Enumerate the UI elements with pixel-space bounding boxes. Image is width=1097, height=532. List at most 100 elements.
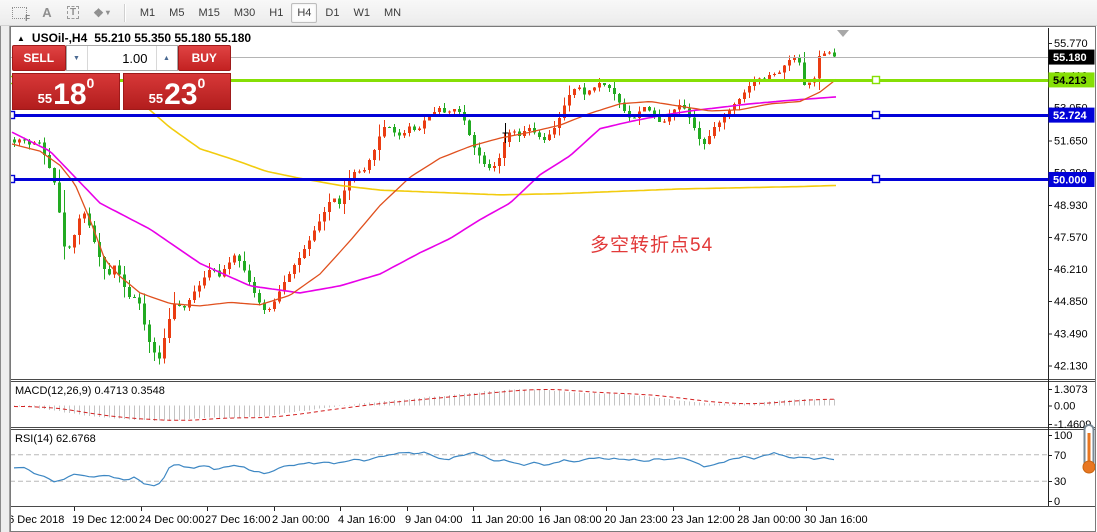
macd-signal-line bbox=[13, 389, 835, 421]
chart-title: ▲ USOil-,H4 55.210 55.350 55.180 55.180 bbox=[17, 31, 251, 45]
timeframe-M30-button[interactable]: M30 bbox=[228, 3, 261, 23]
rsi-tick-label: 30 bbox=[1054, 476, 1066, 488]
trade-controls-row: SELL ▼ ▲ BUY bbox=[12, 45, 231, 71]
axis-price-box-label: 50.000 bbox=[1053, 174, 1087, 186]
rsi-axis: 100 70 30 0 bbox=[1048, 430, 1072, 508]
sell-button[interactable]: SELL bbox=[12, 45, 66, 71]
time-tick-label: 16 Jan 08:00 bbox=[538, 514, 602, 526]
ma-fast-line bbox=[11, 78, 837, 307]
window-left-edge bbox=[0, 26, 10, 532]
axis-price-box-50.000: 50.000 bbox=[1048, 171, 1095, 187]
cursor-tool-icon[interactable]: ❖ ▾ bbox=[87, 3, 116, 23]
ma-mid-line bbox=[11, 96, 837, 294]
sell-price-big: 18 bbox=[53, 77, 87, 111]
timeframe-H1-button[interactable]: H1 bbox=[263, 3, 289, 23]
rsi-tick-label: 100 bbox=[1054, 430, 1072, 442]
volume-decrease-button[interactable]: ▼ bbox=[66, 46, 88, 70]
macd-tick-label: 1.3073 bbox=[1054, 384, 1088, 396]
toolbar: F A T ❖ ▾ M1 M5 M15 M30 H1 H4 D1 W1 MN bbox=[0, 0, 1097, 26]
time-tick-label: 27 Dec 16:00 bbox=[205, 514, 270, 526]
price-tick-label: 43.490 bbox=[1054, 328, 1088, 340]
time-tick-label: 11 Jan 20:00 bbox=[471, 514, 534, 526]
text-tool-icon[interactable]: T bbox=[61, 3, 85, 23]
trade-prices-row: 55 18 0 55 23 0 bbox=[12, 73, 231, 110]
ohlc-values: 55.210 55.350 55.180 55.180 bbox=[94, 31, 252, 45]
indicator-grid-icon[interactable]: F bbox=[6, 3, 33, 23]
timeframe-M5-button[interactable]: M5 bbox=[163, 3, 190, 23]
symbol-triangle-icon: ▲ bbox=[17, 33, 25, 43]
time-tick-label: 20 Jan 23:00 bbox=[604, 514, 668, 526]
cursor-glyph: ❖ bbox=[93, 5, 104, 20]
axis-price-box-label: 55.180 bbox=[1053, 52, 1087, 64]
macd-panel-splitter[interactable] bbox=[10, 379, 1095, 382]
rsi-guide-lines bbox=[10, 454, 1048, 482]
buy-button[interactable]: BUY bbox=[177, 45, 231, 71]
time-axis[interactable]: 16 Dec 2018 19 Dec 12:00 24 Dec 00:00 27 De… bbox=[2, 507, 868, 526]
price-tick-label: 46.210 bbox=[1054, 264, 1088, 276]
timeframe-W1-button[interactable]: W1 bbox=[347, 3, 376, 23]
sell-price-prefix: 55 bbox=[37, 91, 53, 106]
buy-price-sup: 0 bbox=[197, 75, 206, 91]
time-tick-label: 30 Jan 16:00 bbox=[804, 514, 868, 526]
buy-price-big: 23 bbox=[164, 77, 198, 111]
axis-price-box-52.724: 52.724 bbox=[1048, 107, 1095, 123]
ma-slow-line bbox=[139, 100, 837, 196]
volume-control: ▼ ▲ bbox=[65, 45, 178, 71]
timeframe-MN-button[interactable]: MN bbox=[378, 3, 407, 23]
thermometer-icon bbox=[1082, 424, 1096, 474]
rsi-tick-label: 0 bbox=[1054, 496, 1060, 508]
time-tick-label: 2 Jan 00:00 bbox=[272, 514, 330, 526]
axis-price-box-label: 54.213 bbox=[1053, 75, 1087, 87]
macd-indicator-label: MACD(12,26,9) 0.4713 0.3548 bbox=[15, 385, 165, 397]
t-glyph: T bbox=[67, 6, 80, 19]
black-doji-object[interactable] bbox=[502, 123, 509, 143]
sell-price-sup: 0 bbox=[86, 75, 95, 91]
axis-price-box-label: 52.724 bbox=[1053, 110, 1088, 122]
chart-annotation-text[interactable]: 多空转折点54 bbox=[590, 235, 714, 256]
timeframe-group: M1 M5 M15 M30 H1 H4 D1 W1 MN bbox=[133, 2, 408, 23]
time-tick-label: 23 Jan 12:00 bbox=[671, 514, 735, 526]
price-tick-label: 44.850 bbox=[1054, 296, 1088, 308]
macd-tick-label: -1.4609 bbox=[1054, 419, 1091, 431]
toolbar-separator bbox=[123, 3, 126, 22]
price-tick-label: 47.570 bbox=[1054, 232, 1088, 244]
line-handle-mid[interactable] bbox=[871, 75, 881, 85]
buy-price-prefix: 55 bbox=[148, 91, 164, 106]
macd-tick-label: 0.00 bbox=[1054, 401, 1075, 413]
time-tick-label: 9 Jan 04:00 bbox=[405, 514, 463, 526]
rsi-line bbox=[13, 451, 835, 487]
grid-f-letter: F bbox=[25, 13, 30, 23]
line-handle-mid[interactable] bbox=[871, 110, 881, 120]
timeframe-M15-button[interactable]: M15 bbox=[192, 3, 225, 23]
chevron-down-icon: ▾ bbox=[105, 8, 110, 17]
price-tick-label: 55.770 bbox=[1054, 38, 1088, 50]
timeframe-D1-button[interactable]: D1 bbox=[319, 3, 345, 23]
rsi-panel-splitter[interactable] bbox=[10, 427, 1095, 430]
rsi-indicator-label: RSI(14) 62.6768 bbox=[15, 433, 96, 445]
volume-input[interactable] bbox=[87, 46, 156, 70]
time-tick-label: 19 Dec 12:00 bbox=[72, 514, 137, 526]
timeframe-H4-button[interactable]: H4 bbox=[291, 2, 318, 23]
volume-increase-button[interactable]: ▲ bbox=[155, 46, 177, 70]
macd-axis: 1.3073 0.00 -1.4609 bbox=[1048, 384, 1091, 431]
axis-price-box-54.213: 54.213 bbox=[1048, 72, 1095, 88]
text-label-a-icon[interactable]: A bbox=[35, 3, 59, 23]
time-tick-label: 16 Dec 2018 bbox=[2, 514, 64, 526]
time-tick-label: 24 Dec 00:00 bbox=[139, 514, 204, 526]
line-handle-mid[interactable] bbox=[871, 174, 881, 184]
dotted-grid-glyph bbox=[12, 6, 27, 19]
price-tick-label: 48.930 bbox=[1054, 200, 1088, 212]
buy-price-display[interactable]: 55 23 0 bbox=[123, 73, 231, 110]
time-tick-label: 28 Jan 00:00 bbox=[737, 514, 801, 526]
time-tick-label: 4 Jan 16:00 bbox=[338, 514, 396, 526]
symbol-label: USOil-,H4 bbox=[31, 31, 88, 45]
sell-price-display[interactable]: 55 18 0 bbox=[12, 73, 120, 110]
scroll-end-marker-icon[interactable] bbox=[837, 30, 849, 37]
price-tick-label: 42.130 bbox=[1054, 360, 1088, 372]
rsi-tick-label: 70 bbox=[1054, 450, 1066, 462]
timeframe-M1-button[interactable]: M1 bbox=[134, 3, 161, 23]
axis-price-box-55.180: 55.180 bbox=[1048, 49, 1095, 65]
